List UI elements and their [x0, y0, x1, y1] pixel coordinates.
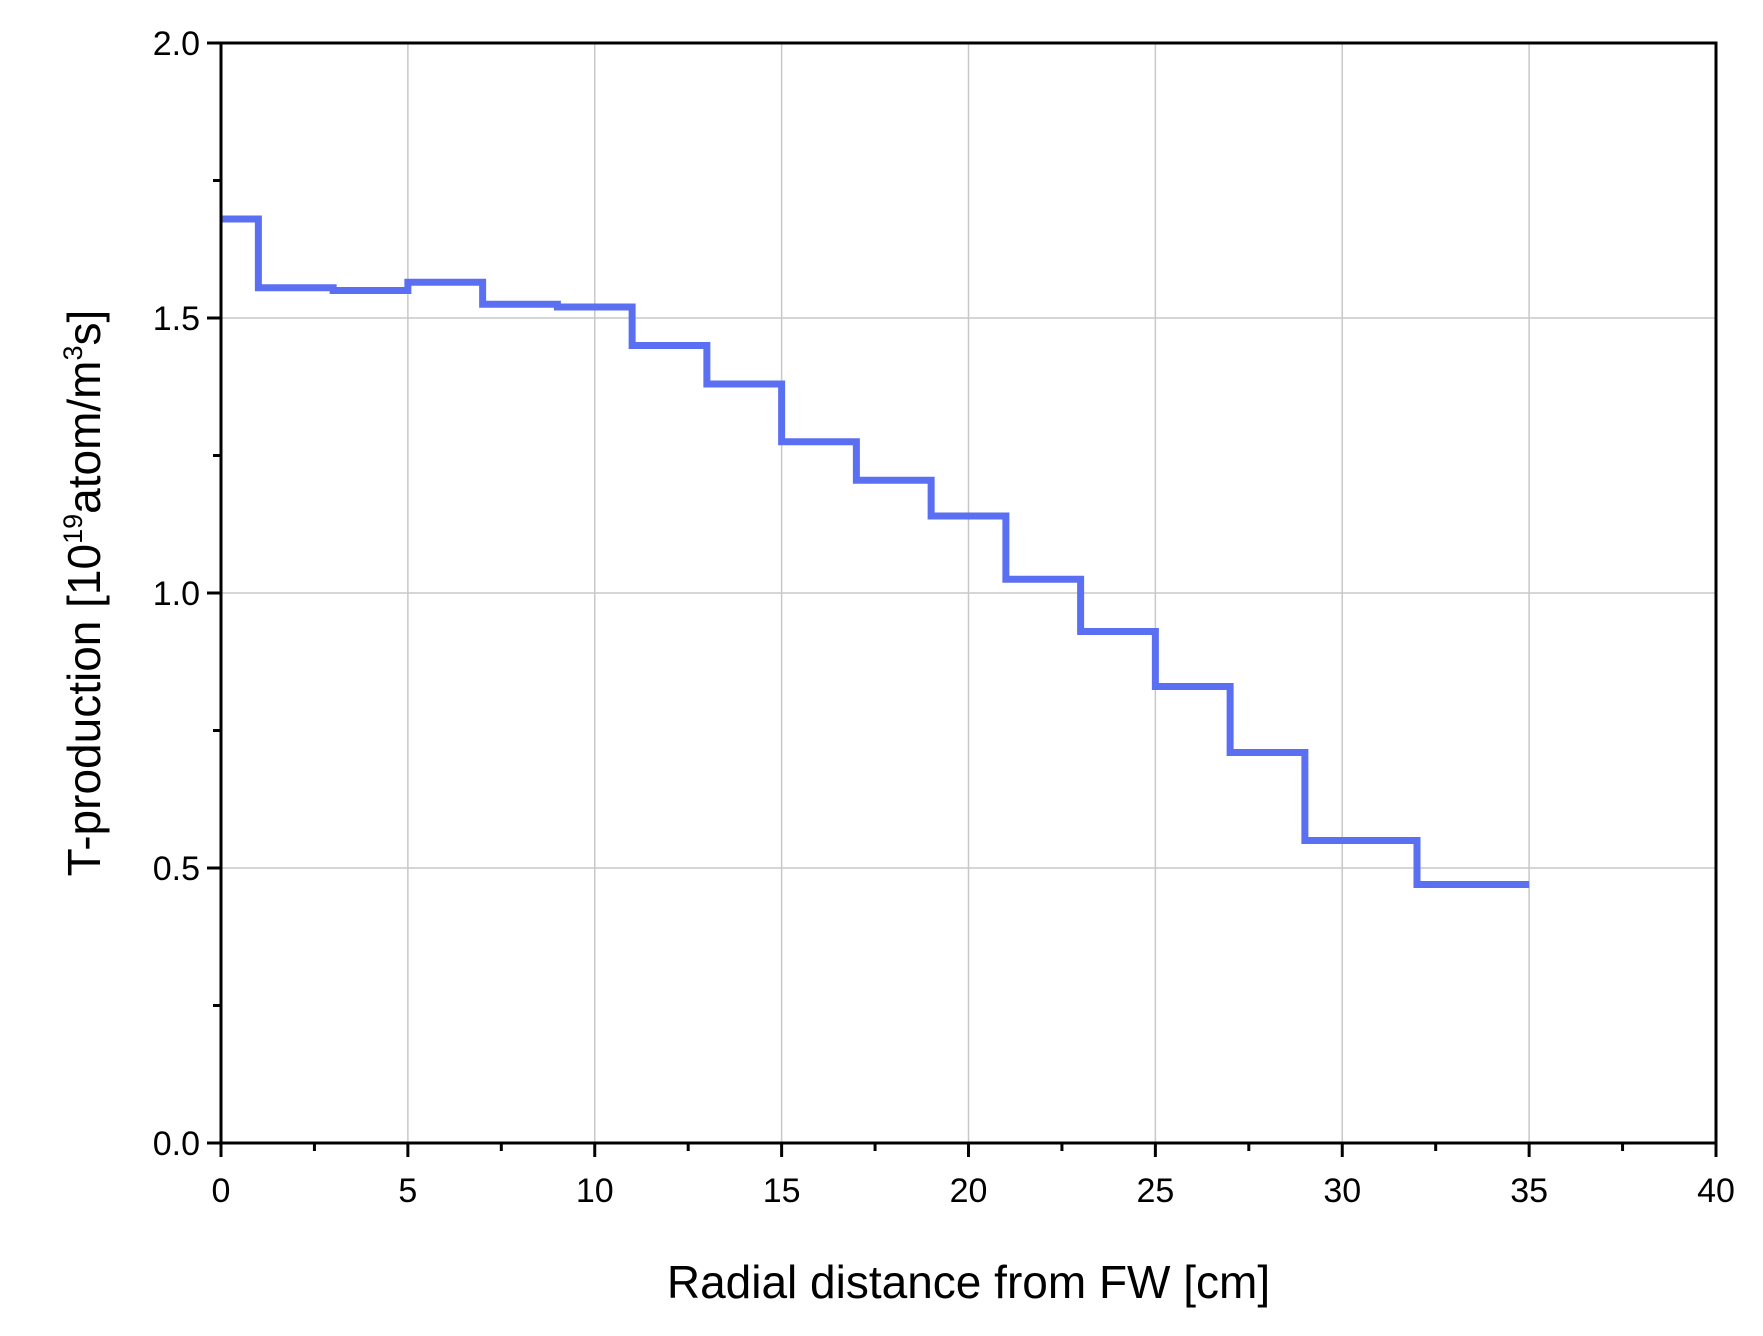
data-point	[931, 516, 932, 517]
y-tick-label: 0.0	[153, 1125, 200, 1163]
data-point	[1080, 631, 1081, 632]
data-point	[1417, 884, 1418, 885]
data-point	[1005, 579, 1006, 580]
x-tick-label: 30	[1323, 1172, 1361, 1210]
y-axis-label: T-production [1019atom/m3s]	[58, 310, 110, 877]
y-tick-label: 1.5	[153, 300, 200, 338]
data-point	[856, 480, 857, 481]
tick-labels: 0 5 10 15 20 25 30 35 40 0.0 0.5 1.0 1.5 2.0	[153, 25, 1735, 1210]
x-tick-label: 25	[1136, 1172, 1174, 1210]
y-axis-label-prefix: T-production [10	[58, 544, 110, 876]
data-point	[258, 287, 259, 288]
x-tick-label: 10	[576, 1172, 614, 1210]
y-axis-label-exponent-2: 3	[58, 345, 88, 360]
x-tick-label: 35	[1510, 1172, 1548, 1210]
data-point	[1155, 686, 1156, 687]
data-point	[407, 282, 408, 283]
series-layer	[221, 215, 1530, 888]
y-tick-label: 0.5	[153, 850, 200, 888]
ticks	[207, 41, 1718, 1157]
y-axis-label-middle: atom/m	[58, 360, 110, 513]
y-tick-label: 1.0	[153, 575, 200, 613]
data-point	[632, 345, 633, 346]
series-line	[221, 215, 1530, 888]
y-axis-label-suffix: s]	[58, 310, 110, 346]
x-axis-label: Radial distance from FW [cm]	[667, 1256, 1270, 1308]
data-point	[557, 307, 558, 308]
y-axis-label-exponent-1: 19	[58, 514, 88, 544]
x-tick-label: 5	[398, 1172, 417, 1210]
grid	[221, 43, 1716, 1143]
x-tick-label: 0	[212, 1172, 231, 1210]
data-point	[1529, 884, 1530, 885]
x-tick-label: 40	[1697, 1172, 1735, 1210]
data-point	[1230, 752, 1231, 753]
x-tick-label: 15	[763, 1172, 801, 1210]
x-tick-label: 20	[950, 1172, 988, 1210]
data-point	[706, 384, 707, 385]
y-tick-label: 2.0	[153, 25, 200, 63]
data-point	[482, 304, 483, 305]
data-point	[333, 290, 334, 291]
data-point	[1304, 840, 1305, 841]
data-point	[781, 441, 782, 442]
